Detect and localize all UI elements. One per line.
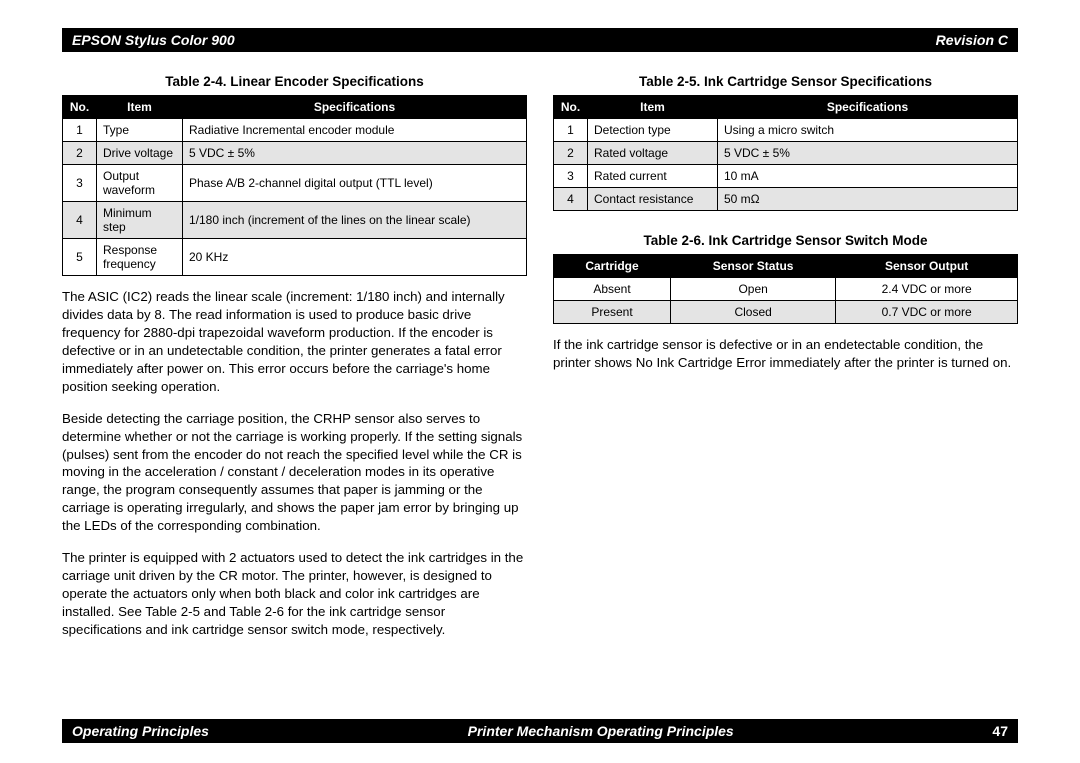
cell: Response frequency	[97, 239, 183, 276]
table-2-5: No. Item Specifications 1 Detection type…	[553, 95, 1018, 211]
cell: Rated current	[588, 165, 718, 188]
cell: Radiative Incremental encoder module	[183, 119, 527, 142]
table-row: 3 Rated current 10 mA	[554, 165, 1018, 188]
header-bar: EPSON Stylus Color 900 Revision C	[62, 28, 1018, 52]
paragraph: The ASIC (IC2) reads the linear scale (i…	[62, 288, 527, 396]
left-column: Table 2-4. Linear Encoder Specifications…	[62, 64, 527, 711]
cell: 1	[554, 119, 588, 142]
right-column: Table 2-5. Ink Cartridge Sensor Specific…	[553, 64, 1018, 711]
table-row: 2 Drive voltage 5 VDC ± 5%	[63, 142, 527, 165]
cell: 10 mA	[718, 165, 1018, 188]
col-header: Sensor Output	[836, 255, 1018, 278]
table-2-4-caption: Table 2-4. Linear Encoder Specifications	[62, 74, 527, 89]
table-2-5-caption: Table 2-5. Ink Cartridge Sensor Specific…	[553, 74, 1018, 89]
table-header-row: Cartridge Sensor Status Sensor Output	[554, 255, 1018, 278]
cell: 5 VDC ± 5%	[718, 142, 1018, 165]
cell: Phase A/B 2-channel digital output (TTL …	[183, 165, 527, 202]
cell: Open	[671, 278, 836, 301]
cell: 2	[554, 142, 588, 165]
table-header-row: No. Item Specifications	[63, 96, 527, 119]
table-row: Absent Open 2.4 VDC or more	[554, 278, 1018, 301]
content-columns: Table 2-4. Linear Encoder Specifications…	[62, 64, 1018, 711]
cell: Output waveform	[97, 165, 183, 202]
cell: Closed	[671, 301, 836, 324]
footer-center: Printer Mechanism Operating Principles	[209, 723, 992, 739]
table-2-6: Cartridge Sensor Status Sensor Output Ab…	[553, 254, 1018, 324]
paragraph: Beside detecting the carriage position, …	[62, 410, 527, 536]
col-header: Specifications	[183, 96, 527, 119]
cell: Rated voltage	[588, 142, 718, 165]
cell: 20 KHz	[183, 239, 527, 276]
cell: Contact resistance	[588, 188, 718, 211]
cell: 3	[554, 165, 588, 188]
table-2-6-caption: Table 2-6. Ink Cartridge Sensor Switch M…	[553, 233, 1018, 248]
cell: Absent	[554, 278, 671, 301]
cell: 1	[63, 119, 97, 142]
col-header: Cartridge	[554, 255, 671, 278]
cell: 0.7 VDC or more	[836, 301, 1018, 324]
table-row: 4 Contact resistance 50 mΩ	[554, 188, 1018, 211]
table-row: 1 Detection type Using a micro switch	[554, 119, 1018, 142]
cell: Drive voltage	[97, 142, 183, 165]
paragraph: The printer is equipped with 2 actuators…	[62, 549, 527, 639]
col-header: Item	[588, 96, 718, 119]
footer-page: 47	[992, 723, 1008, 739]
header-left: EPSON Stylus Color 900	[72, 32, 235, 48]
footer-left: Operating Principles	[72, 723, 209, 739]
cell: Present	[554, 301, 671, 324]
col-header: Specifications	[718, 96, 1018, 119]
cell: 2.4 VDC or more	[836, 278, 1018, 301]
table-2-4: No. Item Specifications 1 Type Radiative…	[62, 95, 527, 276]
cell: 50 mΩ	[718, 188, 1018, 211]
cell: Detection type	[588, 119, 718, 142]
cell: 3	[63, 165, 97, 202]
col-header: Sensor Status	[671, 255, 836, 278]
page: EPSON Stylus Color 900 Revision C Table …	[0, 0, 1080, 763]
cell: Minimum step	[97, 202, 183, 239]
table-header-row: No. Item Specifications	[554, 96, 1018, 119]
cell: 4	[63, 202, 97, 239]
cell: 1/180 inch (increment of the lines on th…	[183, 202, 527, 239]
table-row: 5 Response frequency 20 KHz	[63, 239, 527, 276]
cell: 5 VDC ± 5%	[183, 142, 527, 165]
table-row: 1 Type Radiative Incremental encoder mod…	[63, 119, 527, 142]
paragraph: If the ink cartridge sensor is defective…	[553, 336, 1018, 372]
table-row: Present Closed 0.7 VDC or more	[554, 301, 1018, 324]
col-header: No.	[63, 96, 97, 119]
cell: Using a micro switch	[718, 119, 1018, 142]
footer-bar: Operating Principles Printer Mechanism O…	[62, 719, 1018, 743]
cell: Type	[97, 119, 183, 142]
cell: 4	[554, 188, 588, 211]
col-header: Item	[97, 96, 183, 119]
table-row: 3 Output waveform Phase A/B 2-channel di…	[63, 165, 527, 202]
table-row: 4 Minimum step 1/180 inch (increment of …	[63, 202, 527, 239]
table-row: 2 Rated voltage 5 VDC ± 5%	[554, 142, 1018, 165]
header-right: Revision C	[936, 32, 1008, 48]
col-header: No.	[554, 96, 588, 119]
cell: 5	[63, 239, 97, 276]
cell: 2	[63, 142, 97, 165]
